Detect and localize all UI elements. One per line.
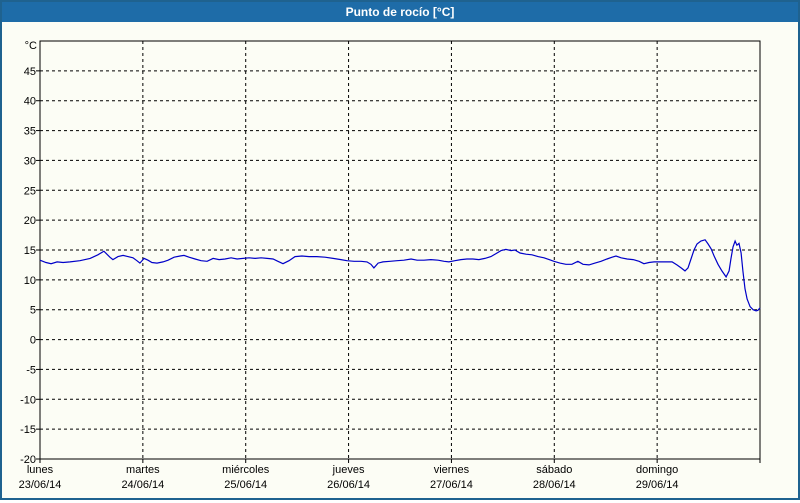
- day-date-label: 23/06/14: [19, 479, 62, 491]
- day-date-label: 27/06/14: [430, 479, 473, 491]
- chart-title: Punto de rocío [°C]: [345, 5, 455, 19]
- y-tick-label: 0: [30, 335, 36, 347]
- day-date-label: 25/06/14: [224, 479, 267, 491]
- y-axis-unit-label: °C: [25, 40, 37, 52]
- y-tick-label: -20: [20, 454, 36, 466]
- y-tick-label: 40: [24, 96, 36, 108]
- dew-point-line: [39, 239, 761, 312]
- y-tick-label: 35: [24, 126, 36, 138]
- y-tick-label: 45: [24, 66, 36, 78]
- day-name-label: jueves: [332, 464, 365, 476]
- x-gridlines: [142, 41, 658, 459]
- y-tick-label: -10: [20, 394, 36, 406]
- y-tick-label: -15: [20, 424, 36, 436]
- y-tick-label: 5: [30, 305, 36, 317]
- day-name-label: lunes: [27, 464, 54, 476]
- day-name-label: domingo: [636, 464, 678, 476]
- day-name-label: martes: [126, 464, 160, 476]
- dew-point-chart: 45 40 35 30 25 20 15 10 5 0 -5 -10 -15 -20 °C lunes 23/…: [19, 40, 761, 491]
- y-tick-label: 15: [24, 245, 36, 257]
- day-date-label: 24/06/14: [121, 479, 164, 491]
- day-date-label: 26/06/14: [327, 479, 370, 491]
- day-date-label: 29/06/14: [636, 479, 679, 491]
- data-series: [39, 239, 761, 312]
- y-tick-label: -5: [26, 364, 36, 376]
- y-axis-labels: 45 40 35 30 25 20 15 10 5 0 -5 -10 -15 -20 °C: [20, 40, 40, 466]
- y-tick-label: 30: [24, 155, 36, 167]
- y-tick-label: 20: [24, 215, 36, 227]
- day-name-label: viernes: [434, 464, 470, 476]
- day-name-label: sábado: [536, 464, 572, 476]
- y-tick-label: 25: [24, 185, 36, 197]
- day-name-label: miércoles: [222, 464, 270, 476]
- y-gridlines: [40, 70, 760, 430]
- chart-title-bar: Punto de rocío [°C]: [2, 2, 798, 22]
- day-date-label: 28/06/14: [533, 479, 576, 491]
- x-axis-labels: lunes 23/06/14 martes 24/06/14 miércoles 25/0…: [19, 459, 761, 491]
- y-tick-label: 10: [24, 275, 36, 287]
